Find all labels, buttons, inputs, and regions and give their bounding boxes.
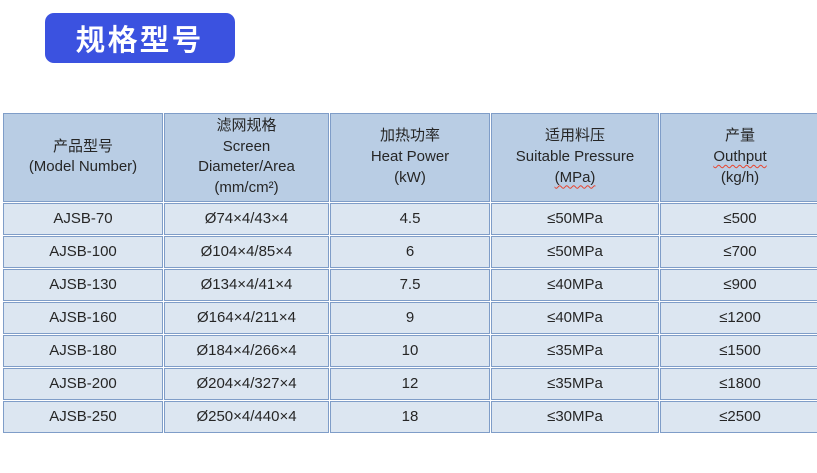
cell-pressure: ≤40MPa xyxy=(491,268,659,301)
cell-screen: Ø134×4/41×4 xyxy=(164,268,329,301)
header-row: 产品型号 (Model Number) 滤网规格 Screen Diameter/Are… xyxy=(3,113,817,202)
cell-model: AJSB-160 xyxy=(3,301,163,334)
column-header-line: 产量 xyxy=(724,127,755,145)
cell-pressure: ≤35MPa xyxy=(491,367,659,400)
cell-heat-power: 12 xyxy=(330,367,490,400)
table-row: AJSB-130 Ø134×4/41×4 7.5 ≤40MPa ≤900 xyxy=(3,268,817,301)
spec-table-header: 产品型号 (Model Number) 滤网规格 Screen Diameter/Are… xyxy=(3,113,817,202)
column-header-line: (kg/h) xyxy=(720,168,760,186)
column-header-heat-power: 加热功率 Heat Power (kW) xyxy=(330,113,490,202)
cell-heat-power: 6 xyxy=(330,235,490,268)
spec-table: 产品型号 (Model Number) 滤网规格 Screen Diameter/Are… xyxy=(2,112,817,434)
column-header-line: (Model Number) xyxy=(28,158,138,176)
column-header-line: (kW) xyxy=(394,168,426,186)
column-header-model: 产品型号 (Model Number) xyxy=(3,113,163,202)
table-row: AJSB-250 Ø250×4/440×4 18 ≤30MPa ≤2500 xyxy=(3,400,817,433)
column-header-screen: 滤网规格 Screen Diameter/Area (mm/cm²) xyxy=(164,113,329,202)
cell-pressure: ≤30MPa xyxy=(491,400,659,433)
table-row: AJSB-180 Ø184×4/266×4 10 ≤35MPa ≤1500 xyxy=(3,334,817,367)
cell-screen: Ø250×4/440×4 xyxy=(164,400,329,433)
column-header-output: 产量 Outhput (kg/h) xyxy=(660,113,817,202)
cell-model: AJSB-200 xyxy=(3,367,163,400)
column-header-line: Outhput xyxy=(713,148,767,166)
cell-model: AJSB-100 xyxy=(3,235,163,268)
cell-model: AJSB-70 xyxy=(3,202,163,235)
cell-screen: Ø184×4/266×4 xyxy=(164,334,329,367)
cell-screen: Ø74×4/43×4 xyxy=(164,202,329,235)
table-row: AJSB-70 Ø74×4/43×4 4.5 ≤50MPa ≤500 xyxy=(3,202,817,235)
cell-pressure: ≤40MPa xyxy=(491,301,659,334)
cell-output: ≤500 xyxy=(660,202,817,235)
column-header-line: Diameter/Area xyxy=(198,158,295,176)
cell-pressure: ≤35MPa xyxy=(491,334,659,367)
section-title-badge: 规格型号 xyxy=(45,13,235,63)
cell-screen: Ø204×4/327×4 xyxy=(164,367,329,400)
cell-output: ≤1500 xyxy=(660,334,817,367)
table-row: AJSB-200 Ø204×4/327×4 12 ≤35MPa ≤1800 xyxy=(3,367,817,400)
cell-output: ≤900 xyxy=(660,268,817,301)
cell-model: AJSB-130 xyxy=(3,268,163,301)
spec-table-body: AJSB-70 Ø74×4/43×4 4.5 ≤50MPa ≤500 AJSB-100 Ø1… xyxy=(3,202,817,433)
column-header-line: 滤网规格 xyxy=(216,117,277,134)
cell-heat-power: 7.5 xyxy=(330,268,490,301)
cell-output: ≤700 xyxy=(660,235,817,268)
cell-heat-power: 18 xyxy=(330,400,490,433)
cell-heat-power: 9 xyxy=(330,301,490,334)
column-header-line: 加热功率 xyxy=(379,127,440,145)
cell-model: AJSB-180 xyxy=(3,334,163,367)
column-header-line: 适用料压 xyxy=(544,127,605,145)
cell-output: ≤1800 xyxy=(660,367,817,400)
cell-model: AJSB-250 xyxy=(3,400,163,433)
cell-heat-power: 10 xyxy=(330,334,490,367)
section-title-label: 规格型号 xyxy=(75,25,204,57)
cell-pressure: ≤50MPa xyxy=(491,235,659,268)
column-header-line: Heat Power xyxy=(370,148,450,166)
column-header-line: (mm/cm²) xyxy=(214,179,279,197)
column-header-line: Suitable Pressure xyxy=(515,148,635,166)
table-row: AJSB-160 Ø164×4/211×4 9 ≤40MPa ≤1200 xyxy=(3,301,817,334)
table-row: AJSB-100 Ø104×4/85×4 6 ≤50MPa ≤700 xyxy=(3,235,817,268)
cell-screen: Ø104×4/85×4 xyxy=(164,235,329,268)
cell-output: ≤2500 xyxy=(660,400,817,433)
column-header-line: 产品型号 xyxy=(52,137,113,155)
cell-screen: Ø164×4/211×4 xyxy=(164,301,329,334)
column-header-pressure: 适用料压 Suitable Pressure (MPa) xyxy=(491,113,659,202)
cell-heat-power: 4.5 xyxy=(330,202,490,235)
column-header-line: Screen xyxy=(222,137,271,155)
cell-pressure: ≤50MPa xyxy=(491,202,659,235)
cell-output: ≤1200 xyxy=(660,301,817,334)
column-header-line: (MPa) xyxy=(554,168,596,186)
